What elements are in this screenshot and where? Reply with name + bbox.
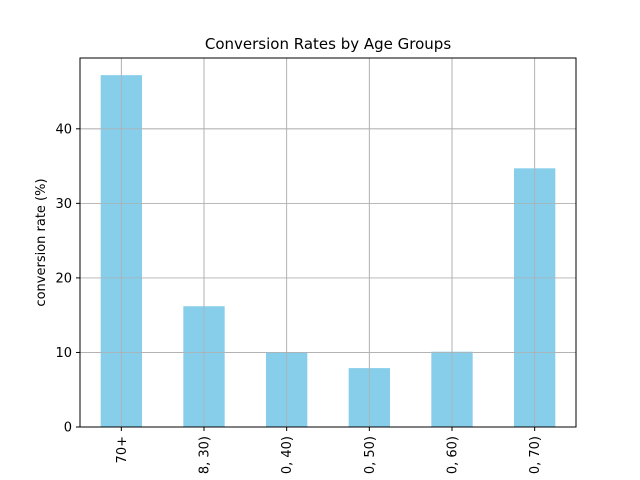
x-tick-label: 8, 30) <box>198 436 213 474</box>
y-tick-label: 20 <box>55 271 72 286</box>
y-tick-label: 40 <box>55 122 72 137</box>
y-axis-label: conversion rate (%) <box>34 178 49 306</box>
y-tick-label: 0 <box>64 421 72 436</box>
y-tick-label: 30 <box>55 197 72 212</box>
y-axis-ticks: 0 10 20 30 40 <box>55 122 80 436</box>
y-tick-label: 10 <box>55 346 72 361</box>
plot-frame <box>79 57 577 428</box>
x-tick-label: 0, 60) <box>446 436 461 474</box>
x-tick-label: 0, 70) <box>528 436 543 474</box>
x-axis-ticks: 70+ 8, 30) 0, 40) 0, 50) 0, 60) 0, 70) <box>115 427 543 474</box>
chart-title: Conversion Rates by Age Groups <box>205 35 451 53</box>
x-tick-label: 0, 40) <box>280 436 295 474</box>
x-tick-label: 70+ <box>115 436 130 463</box>
x-tick-label: 0, 50) <box>363 436 378 474</box>
